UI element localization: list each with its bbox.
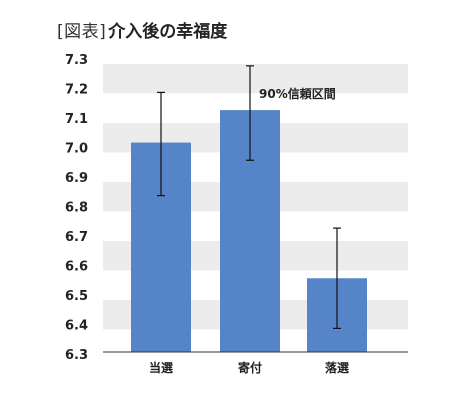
error-bars (157, 65, 341, 329)
y-tick-label: 6.5 (65, 289, 88, 304)
x-category-label: 当選 (149, 360, 173, 375)
y-tick-label: 7.1 (65, 112, 88, 127)
chart-title: 介入後の幸福度 (108, 22, 228, 42)
y-tick-label: 6.3 (65, 348, 88, 363)
bars (131, 110, 367, 352)
y-axis-ticks: 7.3 7.2 7.1 7.0 6.9 6.8 6.7 6.6 6.5 6.4 6.3 (65, 53, 88, 363)
x-category-label: 落選 (325, 360, 349, 375)
y-tick-label: 6.4 (65, 319, 88, 334)
y-tick-label: 6.7 (65, 230, 88, 245)
y-tick-label: 6.6 (65, 260, 88, 275)
grid-band (103, 64, 408, 94)
error-bar (157, 91, 165, 197)
error-bar (246, 65, 254, 161)
x-axis-categories: 当選 寄付 落選 (149, 360, 349, 375)
y-tick-label: 7.3 (65, 53, 88, 68)
y-tick-label: 7.2 (65, 83, 88, 98)
y-tick-label: 6.9 (65, 171, 88, 186)
ci-annotation: 90%信頼区間 (259, 86, 336, 101)
error-bar (333, 227, 341, 329)
y-tick-label: 6.8 (65, 201, 88, 216)
y-tick-label: 7.0 (65, 142, 88, 157)
figure-title-row: [図表] 介入後の幸福度 (57, 17, 228, 42)
x-category-label: 寄付 (238, 360, 262, 375)
figure-prefix: [図表] (57, 22, 107, 42)
